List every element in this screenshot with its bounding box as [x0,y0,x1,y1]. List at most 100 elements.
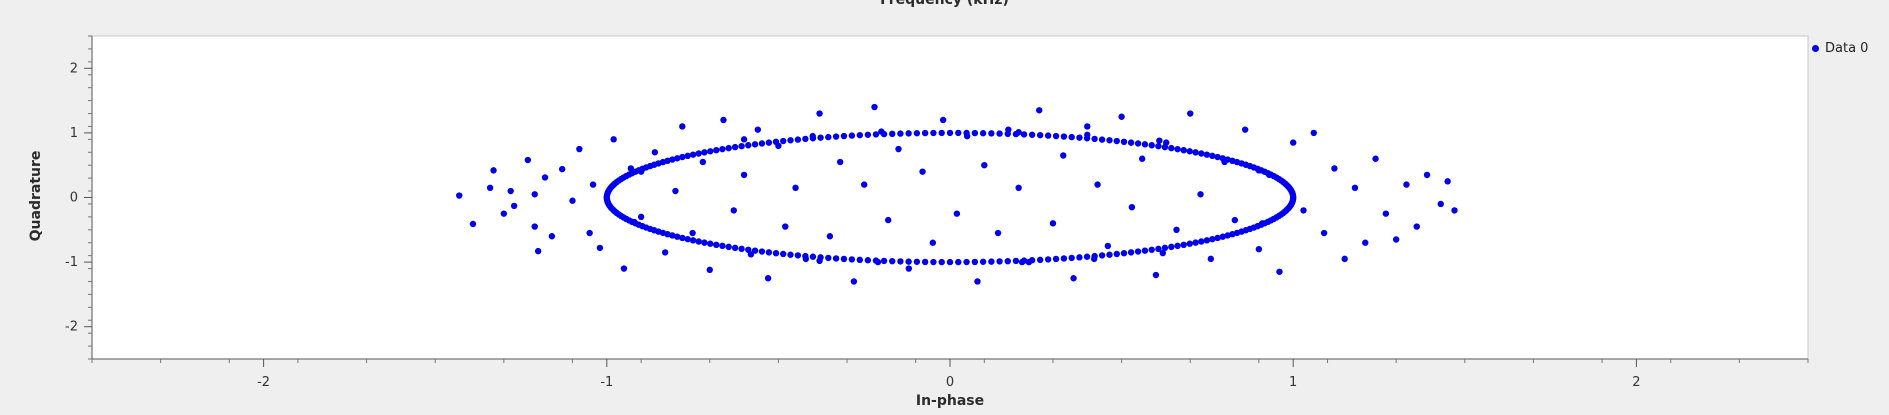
data-point [1128,203,1136,211]
data-point [637,168,645,175]
data-point [1156,137,1163,144]
data-point [699,158,707,166]
data-point [913,130,921,137]
data-point [809,132,816,140]
data-point [1403,181,1410,188]
data-point [507,187,514,195]
data-point [817,134,824,141]
data-point [913,258,921,265]
data-point [1155,142,1162,150]
data-point [1219,233,1226,240]
data-point [825,254,832,262]
data-point [764,275,772,282]
data-point [840,255,848,263]
data-point [963,132,971,140]
data-point [930,258,937,266]
data-point [1134,248,1142,255]
data-point [880,257,888,265]
data-point [731,244,739,252]
data-point [1015,184,1022,192]
data-point [1070,275,1077,282]
data-point [627,165,635,172]
legend-label: Data 0 [1825,41,1869,56]
data-point [1141,141,1149,148]
data-point [1180,241,1187,249]
data-point [674,233,681,240]
data-point [747,251,755,258]
data-point [1198,238,1205,245]
data-point [848,256,856,263]
data-point [939,116,947,124]
data-point [974,278,981,285]
data-point [996,258,1003,265]
data-point [802,135,809,143]
y-tick-label: 2 [70,61,78,76]
data-point [531,191,538,198]
data-point [1083,253,1091,260]
data-point [780,250,787,258]
data-point [1451,207,1458,214]
data-point [1052,132,1060,140]
data-point [1068,254,1075,262]
data-point [840,132,848,140]
data-point [1004,257,1011,265]
data-point [1197,191,1204,198]
data-point [745,142,752,149]
data-point [996,130,1003,137]
data-point [1214,153,1221,161]
data-point [701,239,708,246]
data-point [1084,123,1091,130]
data-point [1437,200,1444,208]
data-point [1207,255,1215,263]
data-point [751,141,759,148]
data-point [1362,239,1369,246]
data-point [719,145,726,153]
data-point [765,139,773,146]
data-point [816,257,823,265]
data-point [1025,258,1033,266]
data-point [586,229,593,237]
data-point [707,148,714,155]
data-point [510,202,518,210]
data-point [534,247,542,255]
data-point [1163,139,1170,146]
data-point [1098,252,1106,259]
data-point [1036,107,1043,114]
data-point [1127,249,1135,256]
data-point [836,158,844,166]
data-point [725,144,732,152]
data-point [1209,235,1216,243]
data-point [1159,249,1166,257]
data-point [816,110,823,117]
data-point [921,258,929,266]
data-point [669,156,676,163]
data-point [1203,237,1211,244]
data-point [1276,268,1283,275]
data-point [895,145,902,153]
data-point [720,116,727,124]
data-point [872,131,880,138]
data-point [1265,171,1273,179]
data-point [981,162,988,169]
data-point [878,128,885,135]
data-point [1198,150,1205,157]
data-point [1060,152,1067,159]
data-point [1104,242,1112,250]
data-point [889,130,896,138]
data-point [1255,167,1263,174]
data-point [1138,155,1146,162]
data-point [1036,131,1044,139]
data-point [1028,131,1036,138]
data-point [1372,155,1379,162]
data-point [701,149,708,156]
data-point [1331,165,1338,172]
data-point [1068,133,1075,141]
data-point [905,130,912,137]
data-point [1423,171,1431,179]
data-point [792,184,799,192]
data-point [1320,229,1328,237]
data-point [548,233,556,240]
data-point [921,129,929,137]
data-point [725,243,732,251]
